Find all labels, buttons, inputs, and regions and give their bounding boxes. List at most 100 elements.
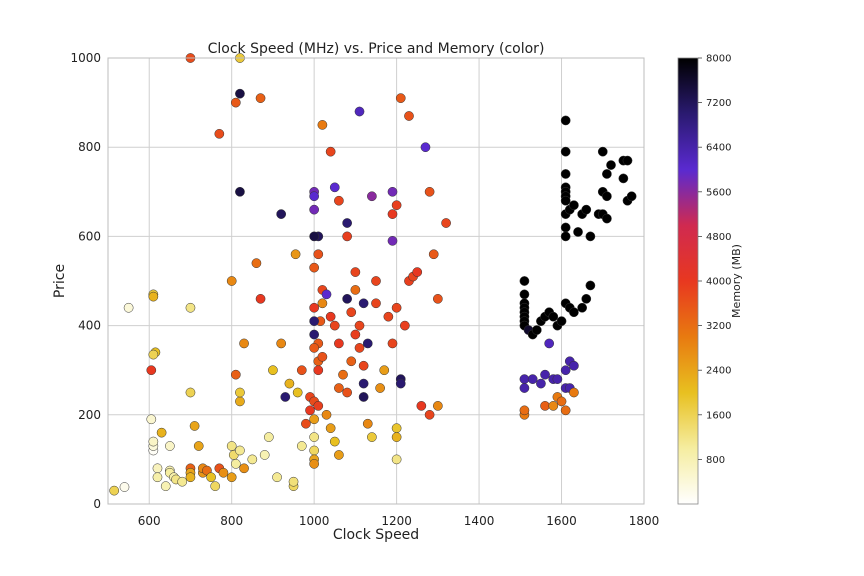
colorbar-tick-label: 6400	[706, 143, 731, 154]
x-tick-label: 1000	[299, 514, 330, 528]
colorbar-tick-label: 4800	[706, 232, 731, 243]
data-point	[544, 338, 555, 349]
data-point	[560, 169, 571, 179]
data-point	[556, 396, 567, 407]
data-point	[560, 405, 571, 416]
data-point	[309, 343, 320, 353]
data-point	[540, 369, 550, 380]
data-point	[420, 142, 431, 153]
data-point	[548, 401, 559, 411]
data-point	[309, 432, 320, 442]
data-point	[288, 476, 299, 487]
data-point	[193, 441, 204, 451]
data-point	[560, 231, 571, 242]
data-point	[519, 405, 530, 416]
data-point	[383, 311, 394, 322]
y-tick-label: 200	[78, 408, 101, 422]
data-point	[342, 293, 352, 304]
data-point	[255, 293, 266, 304]
data-point	[618, 173, 629, 184]
data-point	[548, 311, 559, 322]
data-point	[313, 249, 324, 260]
data-point	[560, 146, 571, 157]
data-point	[290, 249, 301, 260]
data-point	[602, 169, 612, 179]
data-point	[432, 401, 443, 411]
data-point	[309, 231, 320, 242]
data-point	[560, 365, 571, 376]
data-point	[391, 200, 402, 211]
data-point	[387, 209, 398, 219]
data-point	[573, 227, 583, 237]
data-point	[622, 155, 633, 166]
data-point	[342, 387, 352, 398]
data-point	[391, 302, 402, 313]
data-point	[301, 418, 311, 429]
data-point	[239, 463, 249, 474]
data-point	[189, 421, 200, 431]
data-point	[350, 285, 361, 295]
colorbar-tick-label: 8000	[706, 54, 731, 65]
data-point	[284, 378, 295, 389]
y-tick-label: 0	[93, 497, 101, 511]
data-point	[581, 293, 592, 304]
data-point	[317, 298, 328, 309]
data-point	[296, 441, 307, 451]
data-point	[152, 463, 163, 474]
data-point	[309, 262, 320, 273]
colorbar-tick-label: 3200	[706, 321, 731, 332]
data-point	[309, 191, 320, 202]
x-tick-label: 800	[220, 514, 243, 528]
data-point	[334, 383, 344, 393]
data-point	[334, 450, 344, 460]
colorbar-tick-label: 7200	[706, 98, 731, 109]
data-point	[317, 351, 328, 362]
data-point	[268, 365, 278, 376]
data-point	[148, 349, 159, 360]
data-point	[329, 436, 340, 447]
data-point	[210, 481, 221, 492]
data-point	[329, 182, 340, 193]
data-point	[251, 258, 262, 269]
data-point	[552, 374, 563, 384]
data-point	[296, 365, 307, 376]
data-point	[581, 204, 592, 215]
data-point	[400, 320, 410, 331]
data-point	[235, 387, 245, 398]
y-tick-label: 600	[78, 229, 101, 243]
data-point	[325, 311, 336, 322]
data-point	[527, 374, 538, 384]
data-point	[367, 191, 377, 202]
data-point	[226, 276, 237, 286]
data-point	[146, 365, 157, 376]
data-point	[156, 427, 167, 438]
data-point	[536, 378, 546, 389]
data-point	[309, 204, 320, 215]
data-point	[560, 195, 571, 206]
data-point	[432, 293, 443, 304]
data-point	[280, 392, 291, 402]
data-point	[309, 445, 320, 456]
data-point	[177, 476, 188, 487]
data-point	[367, 432, 377, 442]
data-point	[123, 302, 134, 313]
data-point	[362, 338, 373, 349]
data-point	[569, 200, 579, 211]
data-point	[412, 267, 423, 277]
colorbar-label: Memory (MB)	[730, 244, 743, 318]
data-point	[325, 146, 336, 157]
colorbar	[677, 57, 699, 505]
data-point	[185, 387, 196, 398]
data-point	[602, 213, 612, 224]
data-point	[146, 414, 157, 425]
data-point	[585, 231, 596, 242]
data-point	[325, 423, 336, 434]
y-axis-ticks: 0 200 400 600 800 1000	[70, 51, 101, 511]
data-point	[602, 191, 612, 202]
data-point	[519, 383, 530, 393]
data-point	[263, 432, 274, 442]
data-point	[230, 369, 241, 380]
data-point	[358, 360, 369, 371]
data-point	[346, 356, 357, 367]
